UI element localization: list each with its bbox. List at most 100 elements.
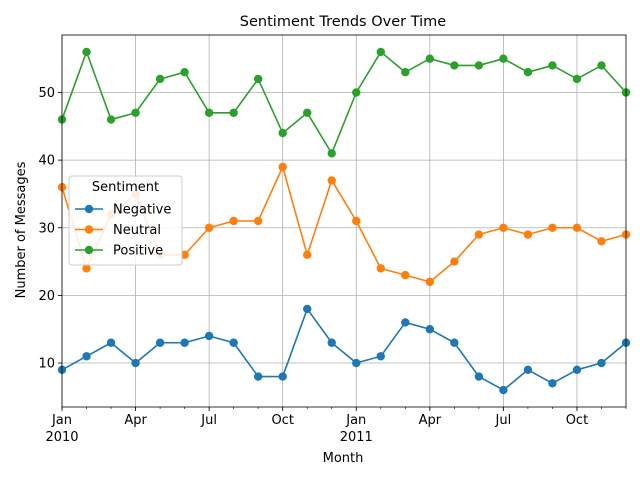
x-tick-label: Jan xyxy=(345,413,366,428)
data-point-positive xyxy=(352,88,361,97)
plot-area-frame xyxy=(61,34,627,408)
legend-label-neutral: Neutral xyxy=(113,223,161,238)
y-tick-label: 20 xyxy=(38,289,55,304)
data-point-negative xyxy=(253,372,263,381)
data-point-neutral xyxy=(499,223,508,232)
data-point-positive xyxy=(327,149,336,158)
chart-title: Sentiment Trends Over Time xyxy=(240,14,446,30)
data-point-positive xyxy=(82,47,91,57)
data-point-positive xyxy=(278,128,287,138)
data-point-negative xyxy=(523,365,533,374)
data-point-neutral xyxy=(548,223,557,232)
legend-label-negative: Negative xyxy=(113,203,171,218)
y-axis-label: Number of Messages xyxy=(14,161,29,298)
data-point-positive xyxy=(155,74,165,84)
y-axis: 10 20 30 40 50 xyxy=(38,86,62,372)
data-point-positive xyxy=(523,68,533,77)
data-point-neutral xyxy=(450,257,459,266)
data-point-positive xyxy=(229,108,238,117)
data-point-negative xyxy=(180,338,189,347)
data-point-positive xyxy=(376,47,385,57)
data-point-positive xyxy=(303,108,312,117)
data-point-neutral xyxy=(523,230,533,239)
data-point-negative xyxy=(229,338,238,347)
data-point-neutral xyxy=(352,216,361,226)
x-tick-label: Jul xyxy=(495,413,512,428)
data-point-neutral xyxy=(597,237,606,246)
legend-item-positive: Positive xyxy=(75,244,163,259)
data-point-negative xyxy=(106,338,116,347)
data-point-negative xyxy=(450,338,459,347)
y-tick-label: 10 xyxy=(38,357,55,372)
data-point-neutral xyxy=(204,223,214,232)
data-point-positive xyxy=(597,61,606,70)
data-point-negative xyxy=(597,358,606,368)
series-line-positive xyxy=(61,51,627,155)
y-tick-label: 40 xyxy=(38,154,55,169)
data-point-negative xyxy=(474,372,484,381)
data-point-neutral xyxy=(401,270,410,280)
x-tick-label: Apr xyxy=(419,413,442,428)
data-point-positive xyxy=(401,68,410,77)
data-point-positive xyxy=(425,54,435,63)
data-point-positive xyxy=(106,115,116,124)
data-point-neutral xyxy=(572,223,582,232)
series-line-negative xyxy=(61,308,627,391)
x-tick-year-label: 2010 xyxy=(45,430,78,445)
series-negative xyxy=(57,304,631,395)
x-tick-label: Oct xyxy=(271,413,293,428)
legend-title: Sentiment xyxy=(92,180,159,195)
data-point-neutral xyxy=(278,162,287,172)
data-point-negative xyxy=(278,372,287,381)
data-point-negative xyxy=(401,318,410,327)
data-point-negative xyxy=(548,379,557,388)
data-point-positive xyxy=(474,61,484,70)
x-tick-year-label: 2011 xyxy=(340,430,373,445)
data-point-neutral xyxy=(376,264,385,273)
legend-marker-positive xyxy=(84,245,94,255)
data-point-negative xyxy=(204,331,214,341)
x-axis: Jan 2010 Apr Jul Oct Jan 2011 Apr Jul Oct xyxy=(45,407,627,445)
legend-label-positive: Positive xyxy=(113,244,163,259)
legend-item-negative: Negative xyxy=(75,203,171,218)
data-point-negative xyxy=(303,304,312,314)
y-tick-label: 50 xyxy=(38,86,55,101)
data-point-positive xyxy=(450,61,459,70)
x-tick-label: Apr xyxy=(124,413,147,428)
x-axis-label: Month xyxy=(323,451,364,466)
data-point-positive xyxy=(180,68,189,77)
data-point-negative xyxy=(131,358,140,368)
data-point-negative xyxy=(352,358,361,368)
data-point-neutral xyxy=(180,250,189,260)
data-point-neutral xyxy=(303,250,312,260)
legend-marker-neutral xyxy=(84,225,94,234)
data-point-positive xyxy=(499,54,508,63)
data-point-negative xyxy=(499,385,508,395)
data-point-positive xyxy=(253,74,263,84)
data-point-negative xyxy=(425,325,435,334)
data-point-positive xyxy=(572,74,582,84)
legend-item-neutral: Neutral xyxy=(75,223,161,238)
data-point-negative xyxy=(327,338,336,347)
data-point-positive xyxy=(204,108,214,117)
data-point-neutral xyxy=(229,216,238,226)
legend-box xyxy=(68,175,183,266)
data-point-negative xyxy=(376,352,385,361)
data-point-neutral xyxy=(474,230,484,239)
data-point-positive xyxy=(548,61,557,70)
data-point-neutral xyxy=(425,277,435,287)
data-point-neutral xyxy=(327,176,336,185)
data-point-negative xyxy=(572,365,582,374)
series-layer xyxy=(57,47,631,395)
data-point-negative xyxy=(155,338,165,347)
data-point-neutral xyxy=(253,216,263,226)
legend-marker-negative xyxy=(84,204,94,214)
legend: Sentiment Negative Neutral Positive xyxy=(68,175,183,266)
x-tick-label: Oct xyxy=(566,413,588,428)
series-positive xyxy=(57,47,631,158)
y-tick-label: 30 xyxy=(38,221,55,236)
data-point-negative xyxy=(82,352,91,361)
data-point-positive xyxy=(131,108,140,117)
x-tick-label: Jul xyxy=(200,413,217,428)
